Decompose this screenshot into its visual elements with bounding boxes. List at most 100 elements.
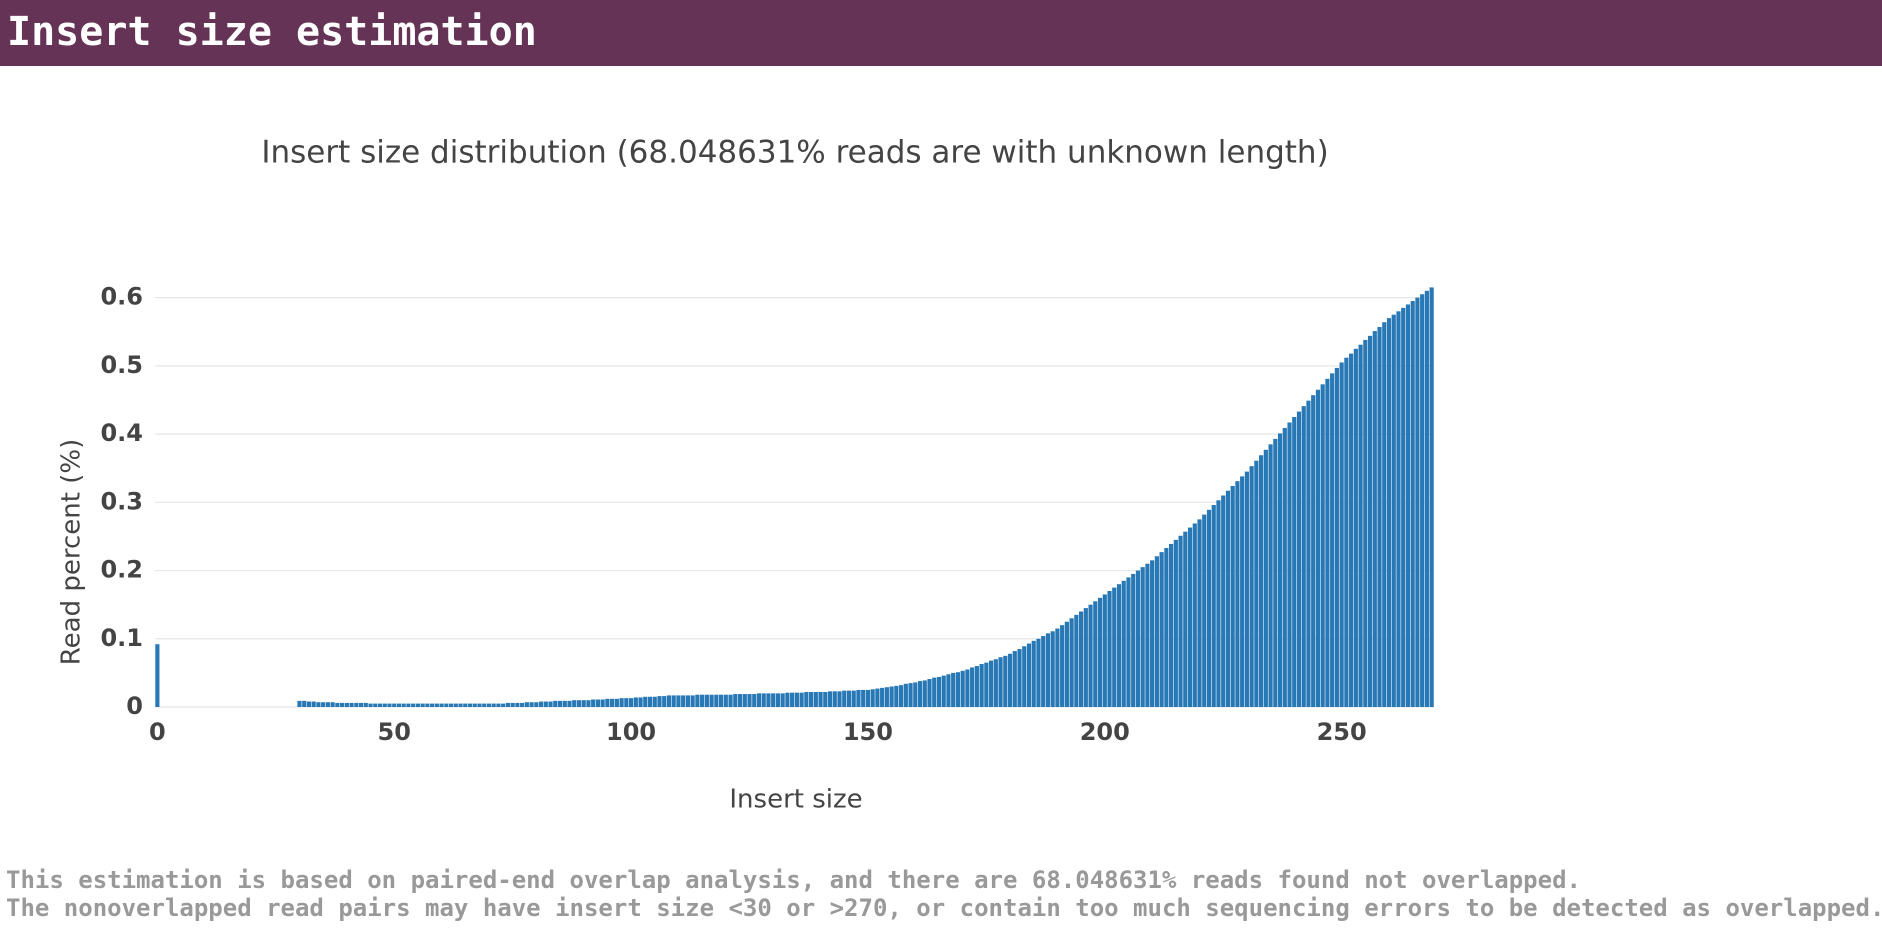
- y-axis-title: Read percent (%): [57, 439, 87, 665]
- bar: [1273, 438, 1278, 707]
- bar: [775, 693, 781, 707]
- bar: [1050, 631, 1055, 707]
- bar: [1268, 444, 1273, 707]
- bar: [898, 685, 904, 707]
- bar: [420, 703, 425, 707]
- bar: [1249, 466, 1254, 707]
- bar: [1306, 400, 1311, 707]
- x-tick-label: 250: [1317, 718, 1367, 746]
- bar: [624, 698, 629, 707]
- x-tick-label: 50: [378, 718, 411, 746]
- bar: [1135, 570, 1141, 707]
- bar: [520, 702, 525, 707]
- bar: [1235, 481, 1240, 707]
- bar: [1315, 389, 1321, 707]
- bar: [425, 703, 430, 707]
- bar: [373, 703, 378, 707]
- bar: [955, 672, 961, 707]
- bar: [1102, 594, 1107, 707]
- bar: [496, 703, 501, 707]
- bar: [510, 702, 515, 707]
- bar: [1216, 500, 1221, 707]
- bar: [1173, 539, 1178, 707]
- bar: [1420, 294, 1425, 707]
- bar: [1107, 591, 1112, 707]
- bar: [681, 695, 686, 707]
- bar: [396, 703, 402, 707]
- chart: Insert size distribution (68.048631% rea…: [57, 135, 1434, 815]
- bar: [567, 700, 572, 707]
- bar: [1187, 527, 1193, 707]
- bar: [1064, 621, 1069, 707]
- bar: [444, 703, 449, 707]
- bar: [1211, 505, 1216, 707]
- bar: [505, 702, 510, 707]
- bar: [1197, 519, 1202, 707]
- bar: [1131, 573, 1136, 707]
- header-title: Insert size estimation: [7, 9, 537, 55]
- bar: [610, 698, 615, 707]
- bar: [633, 697, 638, 707]
- bar: [1349, 353, 1354, 707]
- bar: [709, 694, 714, 707]
- bar: [960, 670, 965, 707]
- bar: [747, 694, 752, 707]
- bar: [434, 703, 439, 707]
- bar: [946, 674, 951, 707]
- bar: [761, 693, 766, 707]
- bar: [1169, 543, 1174, 707]
- bar: [813, 691, 818, 707]
- bar: [1353, 348, 1358, 707]
- bar: [482, 703, 487, 707]
- bar: [448, 703, 454, 707]
- bar: [311, 701, 316, 707]
- bar: [1372, 331, 1377, 707]
- bar: [1097, 597, 1103, 707]
- bar: [411, 703, 416, 707]
- bar: [1036, 638, 1041, 707]
- bar: [1116, 584, 1122, 707]
- y-tick-label: 0: [126, 692, 143, 720]
- bar: [335, 702, 340, 707]
- bar: [1339, 362, 1344, 707]
- bar: [1377, 326, 1382, 707]
- bar: [1311, 395, 1316, 707]
- bar: [1410, 301, 1415, 707]
- bar: [501, 703, 506, 707]
- bar: [1183, 531, 1188, 707]
- bar: [690, 695, 695, 707]
- bar: [733, 694, 738, 707]
- bar: [363, 702, 368, 707]
- bar: [316, 702, 321, 707]
- bar: [467, 703, 473, 707]
- bar: [600, 699, 605, 707]
- bar: [1367, 335, 1373, 707]
- bar: [808, 691, 814, 707]
- bar: [861, 689, 866, 707]
- bar: [1026, 643, 1032, 707]
- bar: [1145, 563, 1150, 707]
- bar: [486, 703, 492, 707]
- bar: [392, 703, 397, 707]
- bar: [321, 702, 326, 707]
- bar: [704, 694, 709, 707]
- bar: [1140, 567, 1145, 707]
- bar: [591, 699, 596, 707]
- bar: [1292, 417, 1297, 707]
- bar: [515, 702, 520, 707]
- bar: [1126, 577, 1131, 707]
- bar: [1060, 625, 1065, 707]
- bar: [884, 687, 889, 707]
- chart-title: Insert size distribution (68.048631% rea…: [261, 135, 1328, 171]
- bar: [671, 695, 676, 707]
- bar: [752, 694, 757, 707]
- bar: [851, 690, 856, 707]
- bar: [785, 692, 790, 707]
- bar: [358, 702, 364, 707]
- y-tick-label: 0.6: [100, 283, 143, 311]
- bar: [548, 701, 553, 707]
- bar: [553, 700, 558, 707]
- bar: [1007, 653, 1013, 707]
- footer-line: This estimation is based on paired-end o…: [6, 866, 1581, 894]
